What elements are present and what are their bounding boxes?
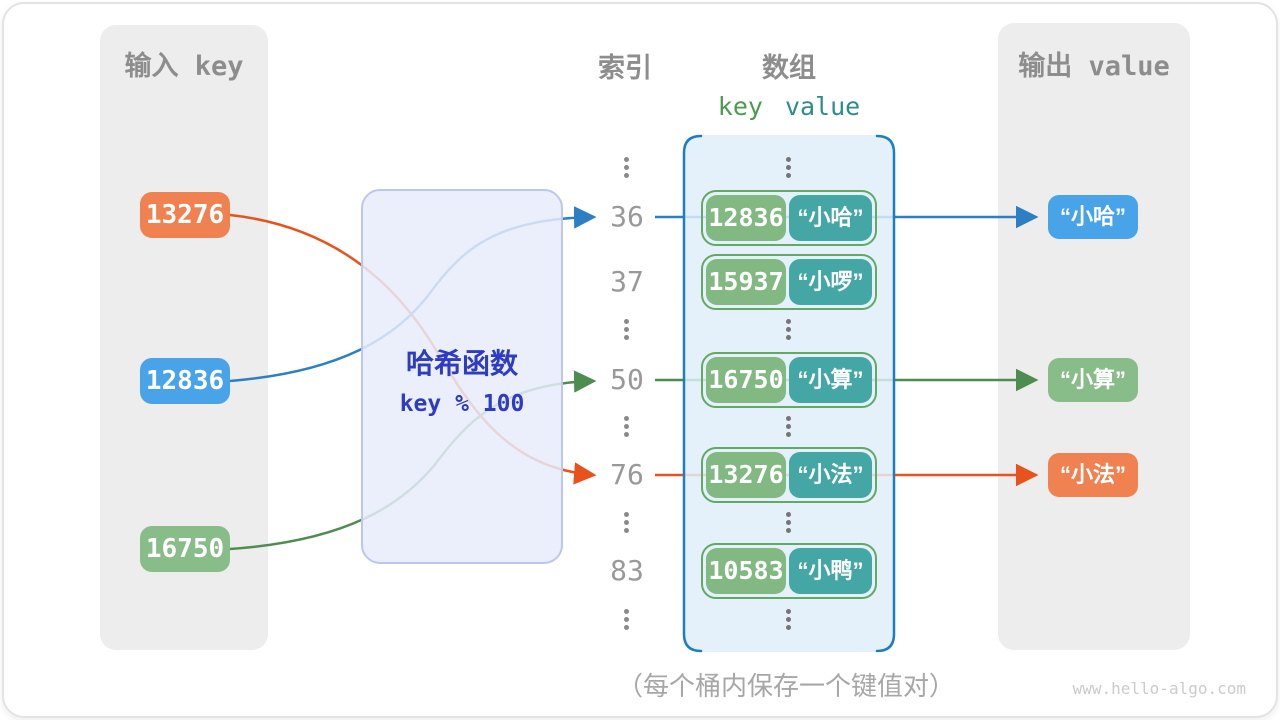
array-ellipsis [786,157,791,178]
key-column-label: key [717,92,763,121]
input-key-12836: 12836 [140,358,230,404]
bucket-key: 16750 [706,357,786,403]
index-50: 50 [610,363,644,396]
caption: （每个桶内保存一个键值对） [616,671,955,701]
bucket-row-50: 16750 “小算” [701,352,877,408]
output-value-xiaosuan: “小算” [1048,358,1138,402]
watermark: www.hello-algo.com [1072,679,1246,698]
array-ellipsis [786,512,791,533]
bucket-key: 13276 [706,452,786,498]
index-83: 83 [610,554,644,587]
index-76: 76 [610,458,644,491]
array-ellipsis [786,416,791,437]
array-box-right-border [875,134,896,653]
output-value-xiaoha: “小哈” [1048,195,1138,239]
array-box-left-border [682,134,703,653]
hash-function-formula: key % 100 [399,391,525,417]
index-ellipsis [624,416,629,437]
index-36: 36 [610,200,644,233]
hash-function-title: 哈希函数 [405,348,518,379]
bucket-value: “小算” [789,357,872,403]
bucket-value: “小哈” [789,195,872,241]
input-key-16750: 16750 [140,526,230,572]
bucket-row-76: 13276 “小法” [701,447,877,503]
output-value-header: 输出 value [1018,51,1170,82]
bucket-key: 15937 [706,259,786,305]
array-header: 数组 [762,53,816,84]
index-header: 索引 [598,53,652,84]
bucket-key: 10583 [706,548,786,594]
bucket-value: “小法” [789,452,872,498]
bucket-row-83: 10583 “小鸭” [701,543,877,599]
bucket-value: “小鸭” [789,548,872,594]
value-column-label: value [784,92,861,121]
hash-function-box [361,189,563,564]
input-key-13276: 13276 [140,192,230,238]
output-value-xiaofa: “小法” [1048,453,1138,497]
bucket-row-37: 15937 “小啰” [701,254,877,310]
array-ellipsis [786,609,791,630]
bucket-row-36: 12836 “小哈” [701,190,877,246]
input-key-header: 输入 key [124,51,244,82]
output-value-panel [998,23,1190,650]
index-37: 37 [610,265,644,298]
key-value-column-labels: key value [683,92,895,121]
bucket-key: 12836 [706,195,786,241]
index-ellipsis [624,609,629,630]
index-ellipsis [624,157,629,178]
bucket-value: “小啰” [789,259,872,305]
array-ellipsis [786,319,791,340]
index-ellipsis [624,319,629,340]
index-ellipsis [624,512,629,533]
